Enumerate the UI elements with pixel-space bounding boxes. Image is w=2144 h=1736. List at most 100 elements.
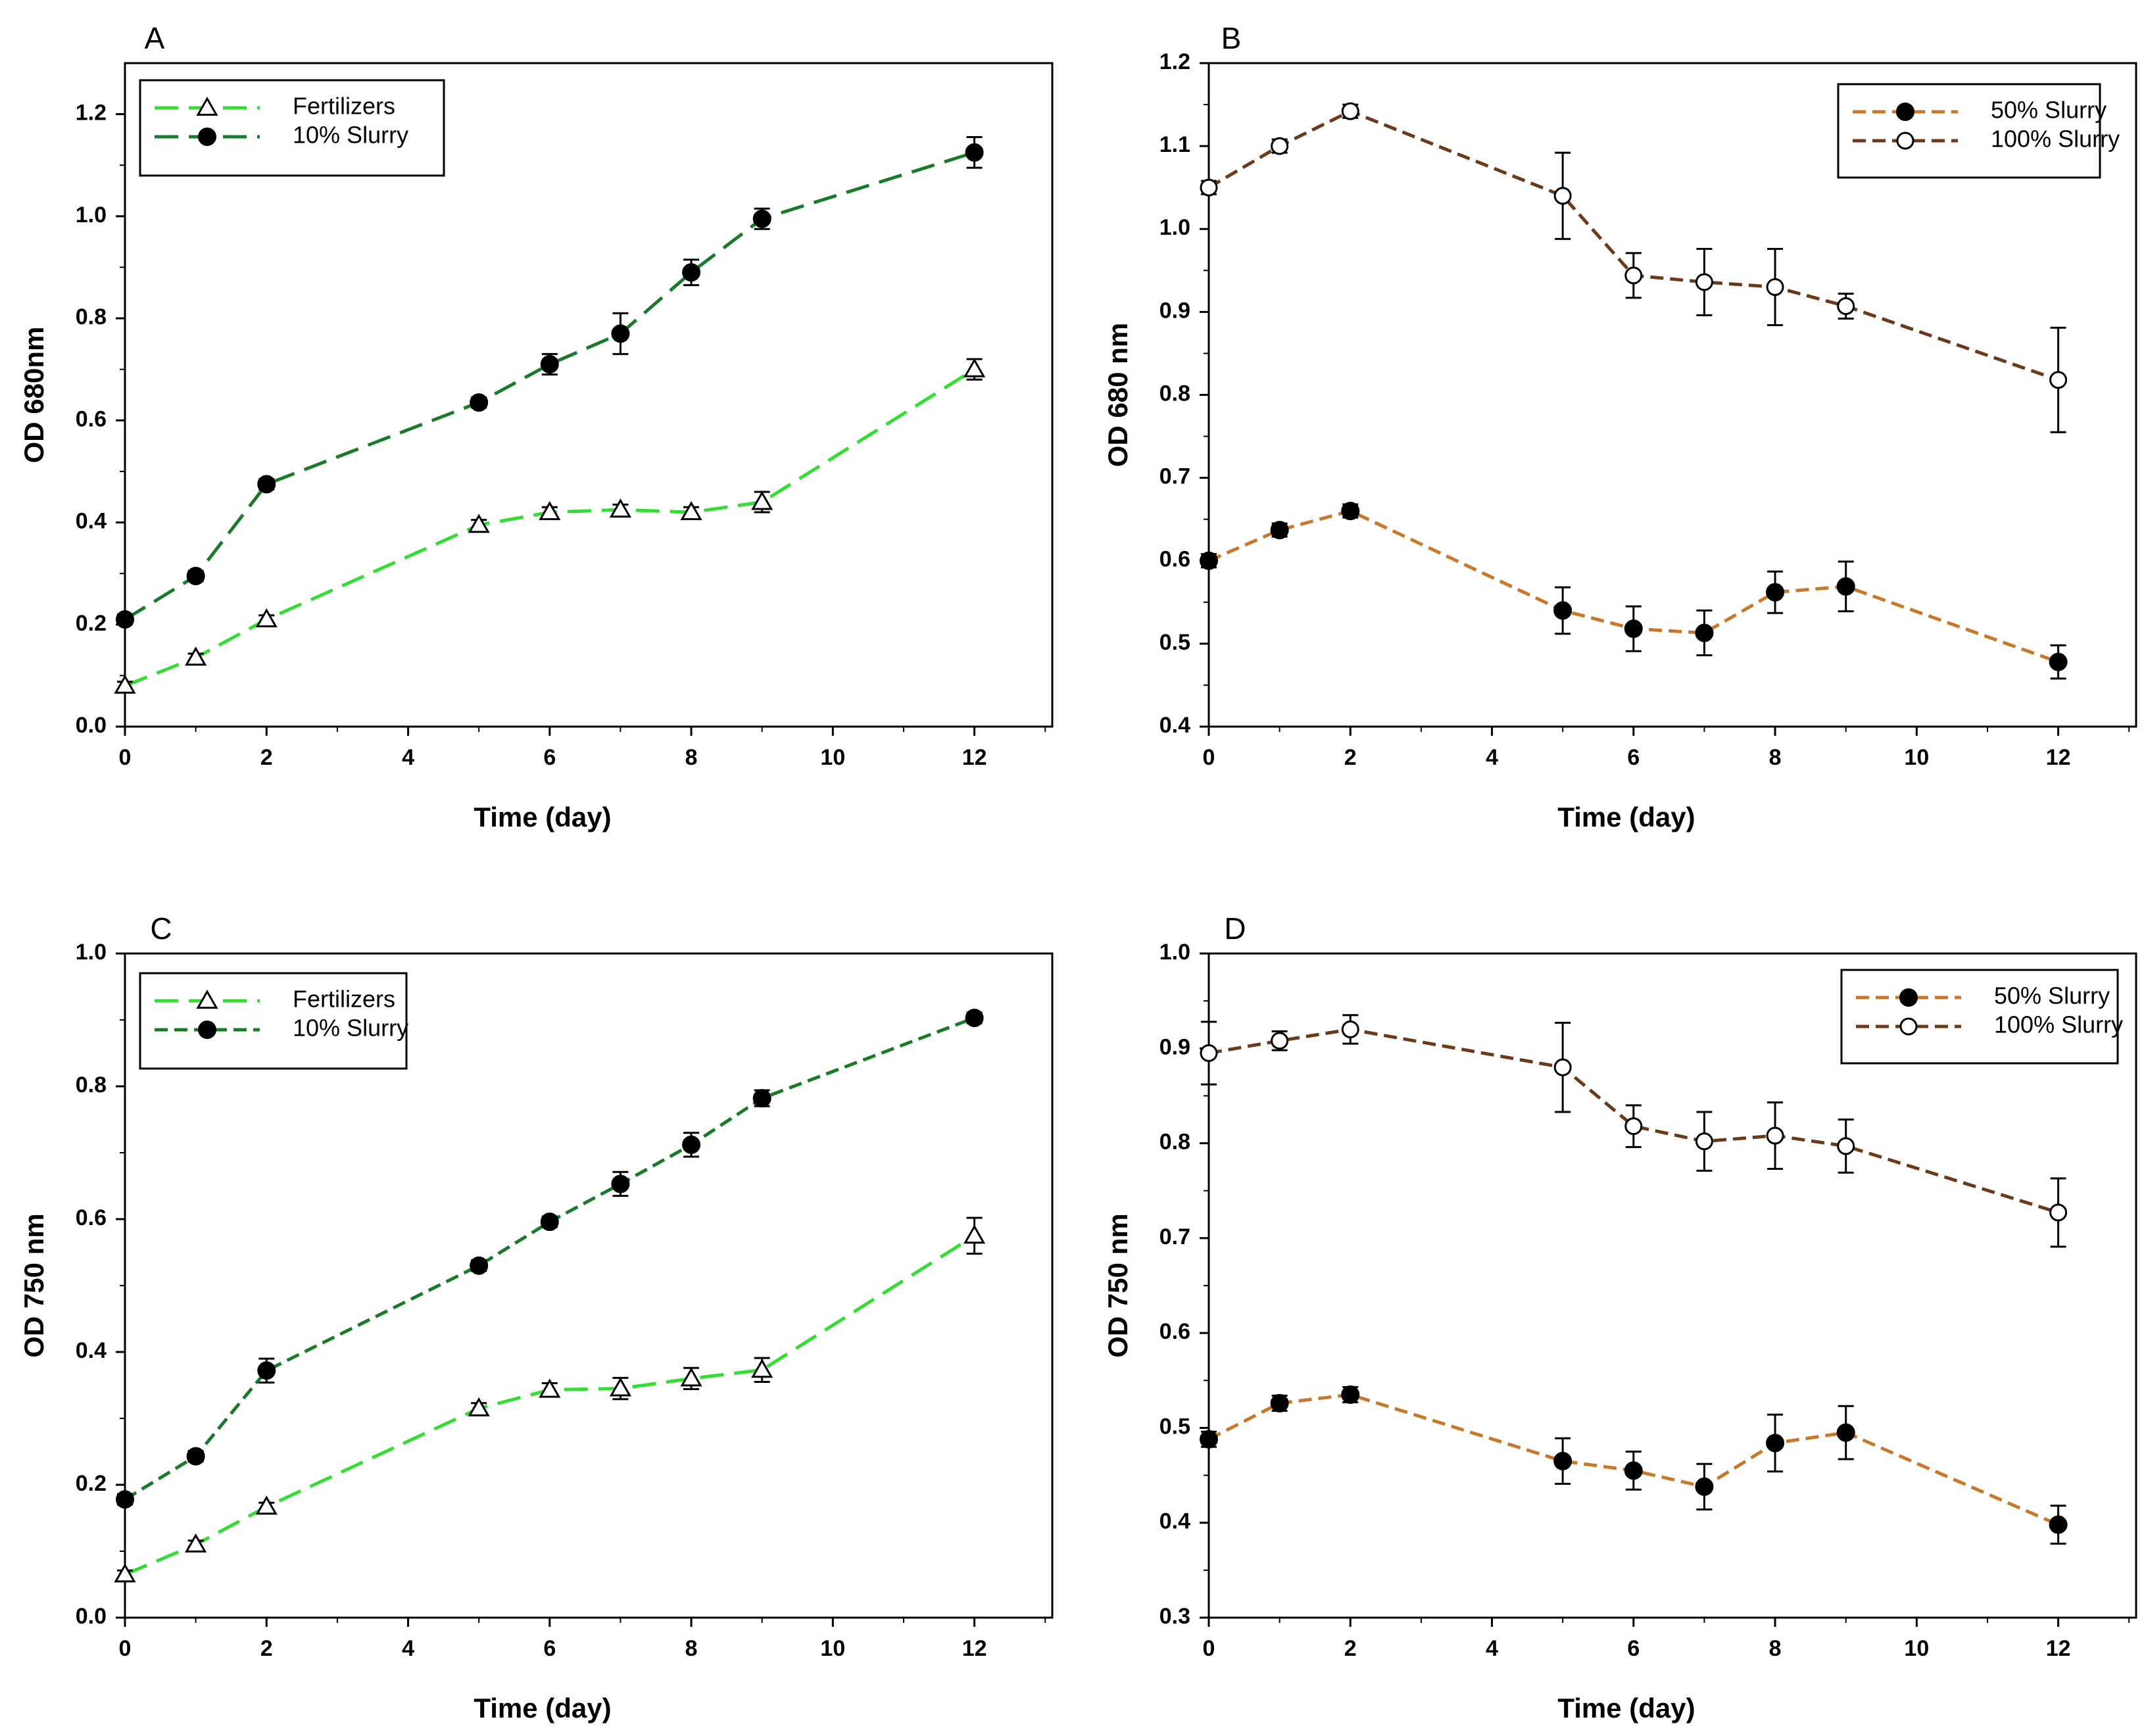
y-axis-ticks: 0.4 0.5 0.6 0.7 0.8 0.9 1.0 1.1 1.2 (1159, 49, 1209, 738)
y-tick-label: 0.7 (1159, 464, 1190, 489)
data-point-0 (114, 674, 136, 694)
y-axis-title: OD 680 nm (1102, 323, 1133, 467)
legend-entry: Fertilizers (155, 986, 395, 1013)
y-tick-label: 0.6 (76, 406, 107, 431)
y-tick-label: 0.8 (76, 1073, 107, 1097)
x-axis-ticks: 0 2 4 6 8 10 12 (1203, 727, 2130, 770)
x-tick-label: 0 (1203, 1636, 1215, 1661)
data-point-5 (1695, 273, 1713, 291)
legend-entry: Fertilizers (155, 93, 395, 120)
legend-entry: 100% Slurry (1856, 1011, 2123, 1038)
legend-label: Fertilizers (293, 93, 395, 120)
data-point-4 (540, 354, 559, 374)
y-tick-label: 0.3 (1159, 1604, 1190, 1629)
data-point-legend (196, 96, 218, 116)
data-point-5 (1695, 1477, 1714, 1496)
x-tick-label: 8 (1769, 1636, 1782, 1661)
data-point-legend (1896, 103, 1914, 121)
y-axis-title: OD 750 nm (1102, 1213, 1133, 1357)
data-point-7 (1836, 577, 1855, 596)
x-tick-label: 10 (1904, 1636, 1929, 1661)
data-point-6 (680, 500, 702, 521)
y-axis-title: OD 750 nm (18, 1213, 49, 1357)
data-point-5 (1695, 623, 1714, 642)
data-point-0 (1200, 1044, 1218, 1062)
data-point-2 (1341, 502, 1360, 521)
x-axis-ticks: 0 2 4 6 8 10 12 (1203, 1618, 2130, 1661)
chart-panel-c: C 0 2 4 6 8 10 12 0.0 0.2 0.4 0.6 0.8 1.0 Time (day) OD… (18, 911, 1054, 1724)
series-line (124, 151, 975, 621)
x-tick-label: 10 (1904, 745, 1929, 770)
y-tick-label: 1.2 (76, 101, 107, 126)
data-point-8 (2049, 1515, 2068, 1534)
data-point-2 (257, 1361, 276, 1380)
data-point-1 (186, 1447, 205, 1466)
data-point-3 (470, 1256, 489, 1275)
data-point-0 (114, 1563, 136, 1583)
data-point-4 (539, 1378, 561, 1398)
y-tick-label: 1.0 (76, 203, 107, 228)
series-50-slurry (1200, 502, 2068, 680)
x-tick-label: 4 (402, 1636, 414, 1661)
y-tick-label: 0.8 (1159, 1130, 1190, 1155)
y-tick-label: 0.6 (1159, 547, 1190, 572)
data-point-5 (1695, 1132, 1713, 1151)
chart-panel-b: B 0 2 4 6 8 10 12 0.4 0.5 0.6 0.7 0.8 0.9 1.0 1.1 1.2 Tim… (1102, 21, 2137, 832)
x-tick-label: 12 (962, 745, 987, 770)
y-tick-label: 0.6 (1159, 1319, 1190, 1344)
series-50-slurry (1200, 1385, 2068, 1545)
data-point-1 (186, 567, 205, 586)
plot-frame (124, 62, 1054, 728)
x-tick-label: 4 (1486, 745, 1498, 770)
y-tick-label: 0.0 (76, 1604, 107, 1629)
chart-panel-a: A 0 2 4 6 8 10 12 0.0 0.2 0.4 0.6 0.8 1.0 1.2 Time (day… (18, 21, 1054, 832)
series-100-slurry (1200, 1014, 2068, 1248)
x-tick-label: 10 (820, 745, 845, 770)
x-tick-label: 12 (2046, 1636, 2071, 1661)
x-axis-title: Time (day) (1557, 1693, 1695, 1724)
x-tick-label: 6 (543, 1636, 556, 1661)
x-tick-label: 12 (2046, 745, 2071, 770)
legend-entry: 50% Slurry (1853, 97, 2107, 124)
legend-label: 10% Slurry (293, 122, 408, 149)
legend-entry: 50% Slurry (1856, 982, 2110, 1009)
data-point-6 (680, 1367, 702, 1387)
y-axis-ticks: 0.0 0.2 0.4 0.6 0.8 1.0 1.2 (76, 101, 125, 738)
data-point-1 (185, 646, 207, 666)
y-tick-label: 0.7 (1159, 1224, 1190, 1249)
panel-letter: A (145, 21, 165, 55)
y-tick-label: 0.4 (76, 1338, 107, 1363)
y-tick-label: 0.9 (1159, 1034, 1190, 1059)
y-tick-label: 0.4 (1159, 713, 1190, 738)
data-point-2 (1341, 1385, 1360, 1404)
legend-label: 100% Slurry (1991, 126, 2120, 153)
y-tick-label: 0.2 (76, 611, 107, 636)
panel-letter: D (1224, 911, 1246, 946)
legend-label: 50% Slurry (1994, 982, 2110, 1009)
x-tick-label: 6 (1627, 1636, 1640, 1661)
data-point-1 (185, 1533, 207, 1553)
panel-letter: C (150, 911, 172, 946)
y-tick-label: 0.4 (1159, 1509, 1190, 1534)
data-point-legend (198, 128, 216, 146)
y-tick-label: 0.8 (76, 304, 107, 329)
x-tick-label: 8 (1769, 745, 1782, 770)
data-point-2 (255, 1495, 278, 1515)
series-line (1208, 1027, 2059, 1215)
data-point-5 (611, 1174, 630, 1194)
y-tick-label: 0.2 (76, 1471, 107, 1496)
data-point-legend (198, 1021, 216, 1039)
x-tick-label: 6 (1627, 745, 1640, 770)
data-point-7 (752, 209, 771, 228)
data-point-4 (1624, 1461, 1643, 1480)
data-point-6 (682, 1135, 701, 1154)
data-point-legend (1899, 988, 1918, 1007)
series-10-slurry (116, 136, 984, 629)
data-point-2 (1341, 102, 1359, 120)
legend-entry: 10% Slurry (155, 1015, 408, 1042)
x-axis-ticks: 0 2 4 6 8 10 12 (119, 1618, 1046, 1661)
data-point-7 (752, 1089, 771, 1108)
data-point-7 (1836, 1423, 1855, 1442)
